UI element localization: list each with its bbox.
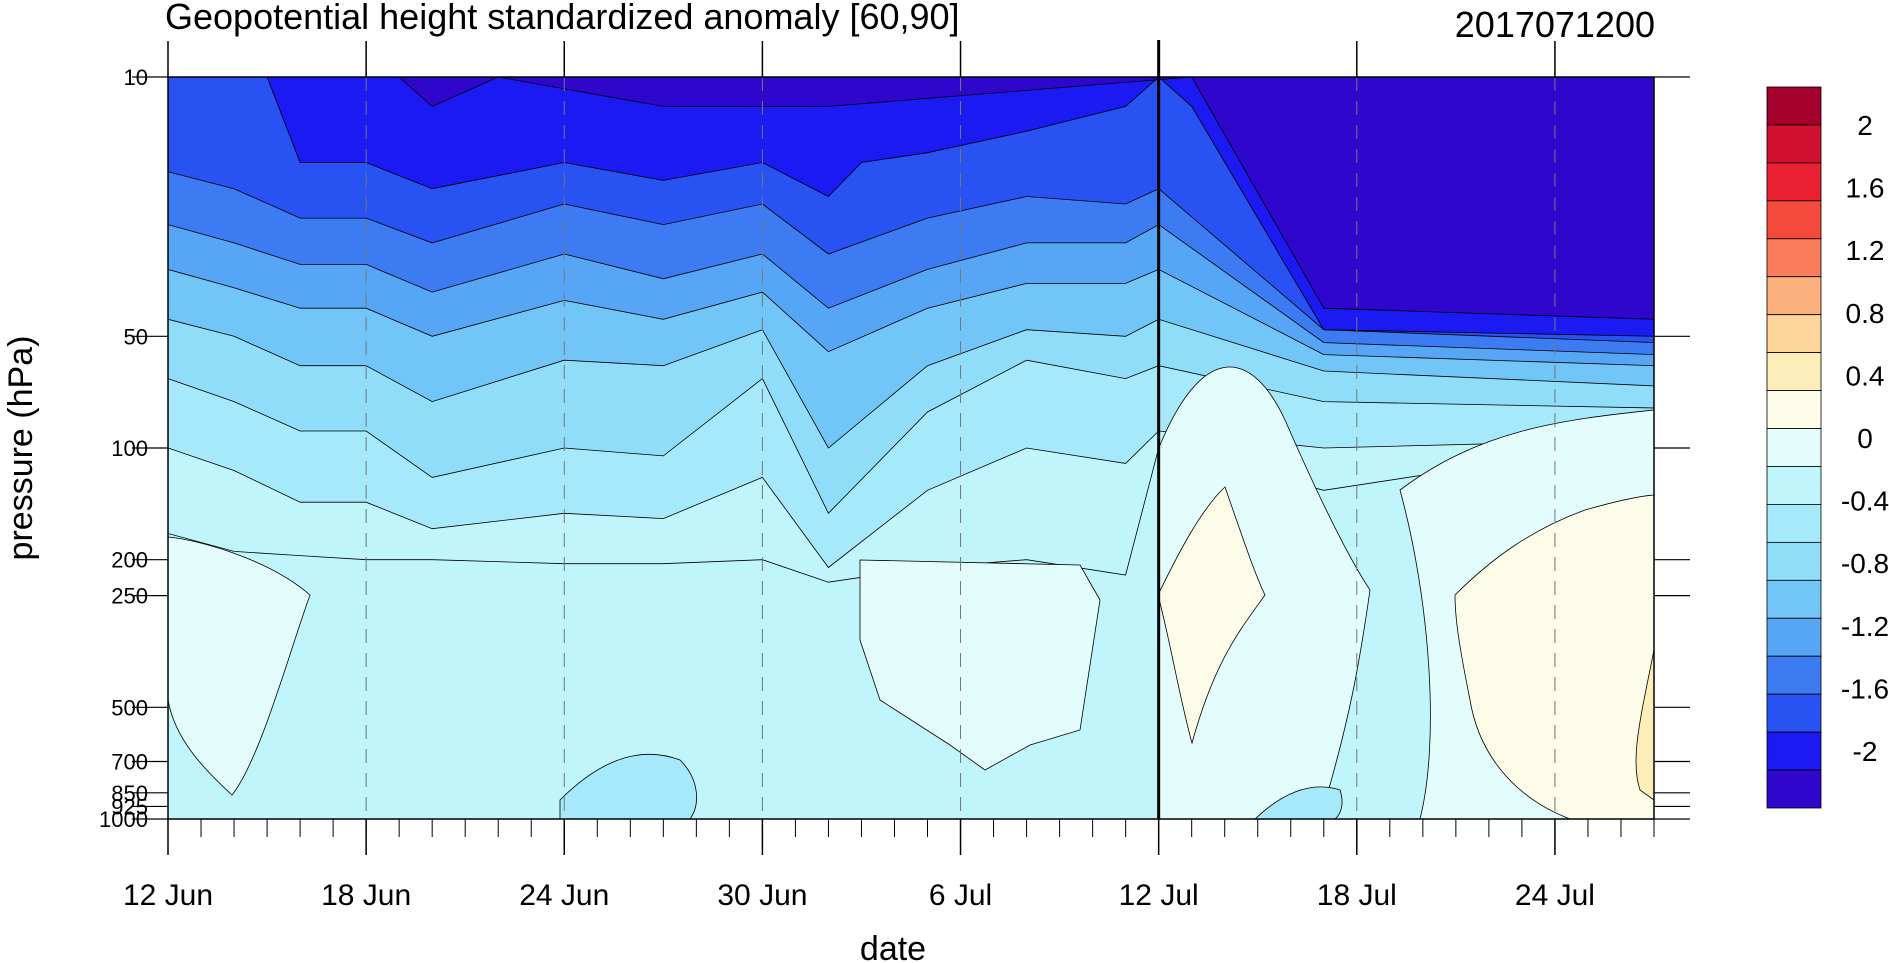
date-stamp: 2017071200 bbox=[1454, 4, 1655, 45]
colorbar-box bbox=[1766, 352, 1822, 391]
colorbar-box bbox=[1766, 428, 1822, 467]
plot-area bbox=[168, 77, 1654, 819]
near-zero-region-early-june bbox=[168, 536, 311, 796]
contour-band bbox=[168, 77, 1654, 320]
colorbar-box bbox=[1766, 238, 1822, 278]
x-axis: 12 Jun 18 Jun 24 Jun 30 Jun 6 Jul 12 Jul 18 Ju… bbox=[123, 41, 1655, 912]
colorbar-label: 1.6 bbox=[1846, 173, 1885, 204]
x-tick-label: 18 Jul bbox=[1317, 879, 1397, 912]
colorbar-box bbox=[1766, 769, 1822, 809]
x-tick-label: 24 Jun bbox=[519, 879, 609, 912]
negative-anomaly-pocket-late-june bbox=[559, 753, 697, 819]
y-tick-label: 850 bbox=[111, 781, 148, 806]
colorbar-box bbox=[1766, 617, 1822, 657]
colorbar-box bbox=[1766, 200, 1822, 240]
colorbar-box bbox=[1766, 86, 1822, 126]
x-tick-label: 6 Jul bbox=[929, 879, 992, 912]
y-tick-label: 250 bbox=[111, 584, 148, 609]
colorbar-box bbox=[1766, 390, 1822, 429]
y-tick-label: 700 bbox=[111, 750, 148, 775]
colorbar-label: -1.6 bbox=[1841, 673, 1889, 704]
colorbar-label: 1.2 bbox=[1846, 235, 1885, 266]
x-tick-label: 30 Jun bbox=[717, 879, 807, 912]
colorbar-box bbox=[1766, 541, 1822, 581]
colorbar-label: 2 bbox=[1857, 110, 1873, 141]
colorbar-box bbox=[1766, 731, 1822, 771]
x-tick-label: 18 Jun bbox=[321, 879, 411, 912]
colorbar-box bbox=[1766, 314, 1822, 354]
colorbar-box bbox=[1766, 693, 1822, 733]
colorbar-box bbox=[1766, 124, 1822, 164]
colorbar-box bbox=[1766, 466, 1822, 505]
positive-anomaly-edge-late-july bbox=[1635, 649, 1654, 801]
colorbar-box bbox=[1766, 162, 1822, 202]
x-axis-title: date bbox=[860, 930, 926, 963]
y-axis-title: pressure (hPa) bbox=[2, 336, 40, 561]
x-tick-label: 12 Jul bbox=[1119, 879, 1199, 912]
y-tick-label: 100 bbox=[111, 436, 148, 461]
colorbar-label: -0.4 bbox=[1841, 486, 1889, 517]
y-tick-label: 50 bbox=[124, 324, 148, 349]
y-tick-label: 925 bbox=[111, 794, 148, 819]
colorbar-label: 0.4 bbox=[1846, 360, 1885, 391]
colorbar-label: -0.8 bbox=[1841, 548, 1889, 579]
positive-anomaly-region-mid-july bbox=[1157, 486, 1266, 745]
y-tick-label: 10 bbox=[124, 65, 148, 90]
contour-bands bbox=[168, 77, 1654, 583]
y-tick-label: 200 bbox=[111, 548, 148, 573]
colorbar-label: 0 bbox=[1857, 423, 1873, 454]
colorbar-label: -2 bbox=[1853, 736, 1878, 767]
y-tick-label: 1000 bbox=[99, 807, 148, 832]
colorbar: -2 -1.6 -1.2 -0.8 -0.4 0 0.4 0.8 1.2 1.6 2 bbox=[1766, 86, 1889, 809]
negative-anomaly-pocket-mid-july bbox=[1254, 786, 1343, 819]
chart-title: Geopotential height standardized anomaly… bbox=[165, 0, 960, 37]
colorbar-box bbox=[1766, 276, 1822, 316]
colorbar-box bbox=[1766, 579, 1822, 619]
x-tick-label: 12 Jun bbox=[123, 879, 213, 912]
colorbar-box bbox=[1766, 655, 1822, 695]
near-zero-region-early-july bbox=[859, 559, 1101, 771]
colorbar-box bbox=[1766, 504, 1822, 543]
x-tick-label: 24 Jul bbox=[1515, 879, 1595, 912]
colorbar-label: 0.8 bbox=[1846, 298, 1885, 329]
y-tick-label: 500 bbox=[111, 695, 148, 720]
colorbar-label: -1.2 bbox=[1841, 611, 1889, 642]
